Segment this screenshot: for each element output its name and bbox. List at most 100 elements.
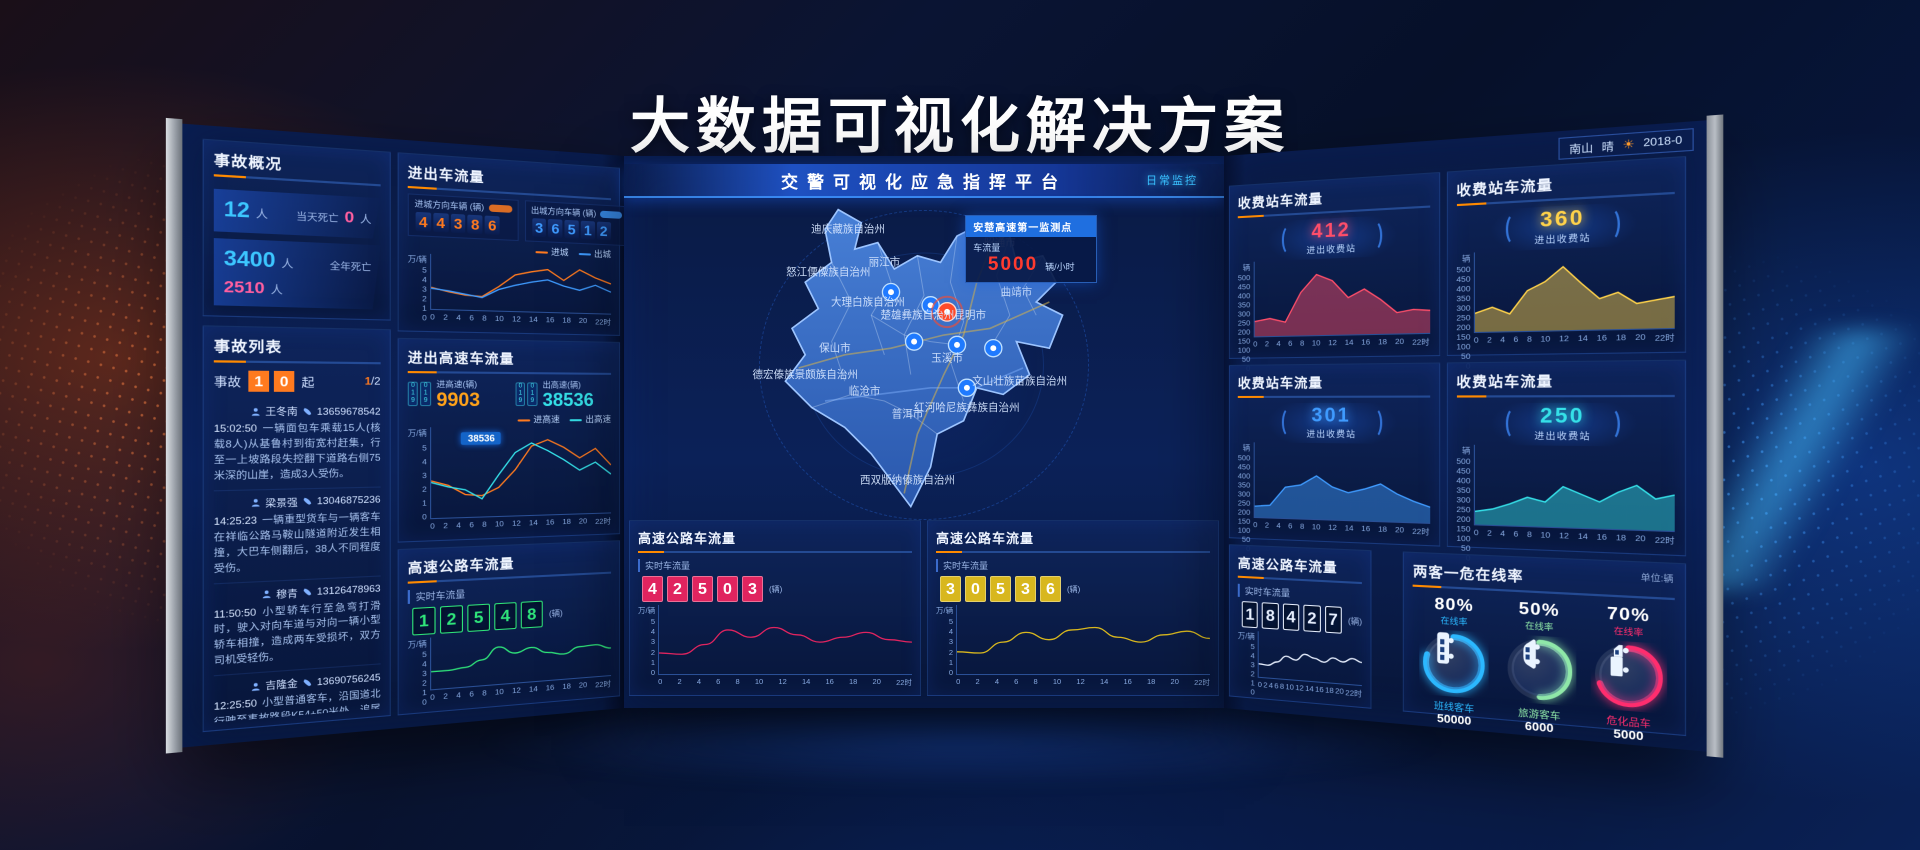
monitor-pin-icon[interactable] — [984, 339, 1003, 358]
ripple-arc-left — [1281, 407, 1298, 438]
realtime-line-chart: 万/辆 5 4 3 2 1 0 0 2 4 6 8 10 12 14 16 18 20 22时 — [408, 625, 612, 707]
badge — [488, 204, 512, 213]
bottom-slot-left: 高速公路车流量 实时车流量 1 2 5 4 8 (辆) 万/辆 5 4 3 2 1 0 0 2 4 6 8 10… — [397, 540, 621, 716]
chart-tooltip: 38536 — [461, 432, 502, 445]
progress-ring — [1591, 639, 1667, 714]
svg-text:迪庆藏族自治州: 迪庆藏族自治州 — [811, 223, 885, 236]
hero-title: 大数据可视化解决方案 — [630, 93, 1290, 160]
toll-value-widget: 250 进出收费站 — [1456, 402, 1675, 448]
pager[interactable]: 1/2 — [364, 375, 381, 388]
tooltip-value: 5000 — [987, 253, 1039, 275]
svg-text:丽江市: 丽江市 — [869, 256, 901, 269]
accident-entry[interactable]: 梁景强 13046875236 14:25:23 一辆重型货车与一辆客车在祥临公路… — [213, 487, 381, 584]
toll-value-widget: 301 进出收费站 — [1237, 402, 1430, 445]
stat-value: 3400 — [223, 247, 276, 273]
accident-entry[interactable]: 穆青 13126478963 11:50:50 小型轿车行至急弯打滑时，驶入对向车… — [213, 575, 381, 677]
highway-realtime-panel: 高速公路车流量 实时车流量 1 8 4 2 7 (辆) 万/辆 5 4 3 2 1 0 0 2 4 6 8 10… — [1228, 544, 1372, 709]
accident-count-unit: 起 — [301, 376, 315, 390]
screen-left-wing: 事故概况 12 人 当天死亡 0 人 3400 人 全年死亡 2510 人 事故… — [165, 117, 629, 754]
inout-highway-chart: 万/辆 5 4 3 2 1 0 38536 0 2 4 6 8 10 12 14 16 18 20 22时 — [408, 425, 612, 534]
svg-text:临沧市: 临沧市 — [849, 385, 881, 398]
toll-label: 进出收费站 — [1534, 430, 1591, 442]
reporter-phone: 13659678542 — [316, 405, 381, 417]
legend: 进高速 出高速 — [408, 413, 611, 426]
map-tooltip: 安楚高速第一监测点 车流量 5000 辆/小时 — [965, 214, 1098, 283]
province-map[interactable]: 迪庆藏族自治州怒江傈僳族自治州丽江市昭通市曲靖市昆明市楚雄彝族自治州大理白族自治… — [709, 203, 1139, 533]
accident-count-label: 事故 — [213, 375, 242, 389]
accident-time: 15:02:50 — [213, 422, 257, 435]
screen-right-wing: 南山 晴 ☀ 2018-0 收费站车流量 412 进出收费站 辆 500 450 40… — [1224, 114, 1724, 758]
online-rate-label: 在线率 — [1525, 620, 1554, 633]
bottom-slot-right: 高速公路车流量 实时车流量 1 8 4 2 7 (辆) 万/辆 5 4 3 2 1 0 0 2 4 6 8 10… — [1228, 544, 1687, 744]
accident-column: 事故概况 12 人 当天死亡 0 人 3400 人 全年死亡 2510 人 事故… — [202, 138, 391, 733]
toll-traffic-panel: 收费站车流量 412 进出收费站 辆 500 450 400 350 300 250 200 1… — [1228, 171, 1440, 373]
phone-icon — [303, 407, 312, 415]
monitor-pin-icon[interactable] — [881, 283, 901, 302]
person-icon — [262, 590, 271, 599]
realtime-label: 实时车流量 — [638, 559, 912, 572]
monitor-pin-icon[interactable] — [957, 378, 977, 398]
accident-time: 11:50:50 — [213, 606, 257, 620]
bottom-slot-center: 高速公路车流量 实时车流量 4 2 5 0 3 (辆) 万/辆 5 4 3 2 1 0 0 2 4 6 8 10… — [629, 520, 1219, 696]
status-city: 南山 — [1569, 142, 1594, 157]
toll-label: 进出收费站 — [1534, 232, 1591, 246]
tooltip-title: 安楚高速第一监测点 — [966, 215, 1097, 237]
toll-traffic-panel: 收费站车流量 250 进出收费站 辆 500 450 400 350 300 250 200 1… — [1446, 359, 1687, 563]
tooltip-label: 车流量 — [973, 242, 1001, 253]
progress-ring — [1503, 634, 1576, 707]
alert-pin-icon[interactable] — [930, 296, 964, 329]
phone-icon — [303, 678, 312, 687]
counter-unit: (辆) — [548, 608, 563, 619]
toll-value: 412 — [1311, 219, 1351, 243]
realtime-line-chart: 万/辆 5 4 3 2 1 0 0 2 4 6 8 10 12 14 16 18 20 22时 — [1237, 630, 1363, 699]
monitor-pin-icon[interactable] — [947, 336, 967, 355]
out-city-label: 出城方向车辆 (辆) — [530, 205, 597, 219]
status-bar[interactable]: 南山 晴 ☀ 2018-0 — [1558, 128, 1694, 160]
highway-realtime-panel: 高速公路车流量 实时车流量 1 2 5 4 8 (辆) 万/辆 5 4 3 2 1 0 0 2 4 6 8 10… — [397, 540, 621, 716]
online-rate-panel: 两客一危在线率 单位:辆 80% 在线率 班线客车 50000 50% 在线率 … — [1403, 551, 1687, 744]
realtime-label: 实时车流量 — [1237, 583, 1363, 604]
counter-unit: (辆) — [769, 584, 783, 594]
stat-label: 当天死亡 — [296, 210, 339, 225]
counter-digits: 1 8 4 2 7 (辆) — [1241, 601, 1362, 635]
toll-value: 360 — [1540, 206, 1585, 233]
death-value: 0 — [344, 208, 355, 227]
tooltip-unit: 辆/小时 — [1045, 261, 1075, 272]
panel-title: 收费站车流量 — [1237, 371, 1430, 398]
svg-text:大理白族自治州: 大理白族自治州 — [831, 296, 905, 309]
ripple-arc-right — [1365, 219, 1382, 252]
bus-icon — [1437, 631, 1455, 665]
accident-entry[interactable]: 王冬南 13659678542 15:02:50 一辆面包车乘载15人(核载8人)… — [213, 398, 381, 492]
reporter-name: 吉隆金 — [265, 678, 298, 692]
vehicle-count: 50000 — [1436, 712, 1472, 729]
mode-button[interactable]: 日常监控 — [1146, 175, 1198, 187]
status-date: 2018-0 — [1643, 134, 1683, 150]
in-city-label: 进城方向车辆 (辆) — [414, 199, 485, 213]
monitor-pin-icon[interactable] — [904, 332, 924, 352]
online-rate-label: 在线率 — [1613, 626, 1644, 638]
svg-text:昆明市: 昆明市 — [954, 309, 986, 322]
counter-digits: 4 2 5 0 3 (辆) — [642, 576, 912, 602]
stat-value: 12 — [223, 198, 250, 223]
panel-title: 收费站车流量 — [1456, 165, 1675, 207]
reporter-name: 梁景强 — [265, 496, 298, 509]
online-rate-item: 50% 在线率 旅游客车 6000 — [1499, 599, 1580, 736]
platform-title: 交警可视化应急指挥平台 — [781, 172, 1067, 192]
platform-header: 交警可视化应急指挥平台 日常监控 — [624, 164, 1224, 198]
overview-row: 12 人 当天死亡 0 人 — [214, 189, 381, 239]
counter-digits: 3 0 5 3 6 (辆) — [940, 576, 1210, 602]
panel-title: 高速公路车流量 — [1237, 552, 1363, 585]
reporter-phone: 13126478963 — [316, 582, 381, 597]
